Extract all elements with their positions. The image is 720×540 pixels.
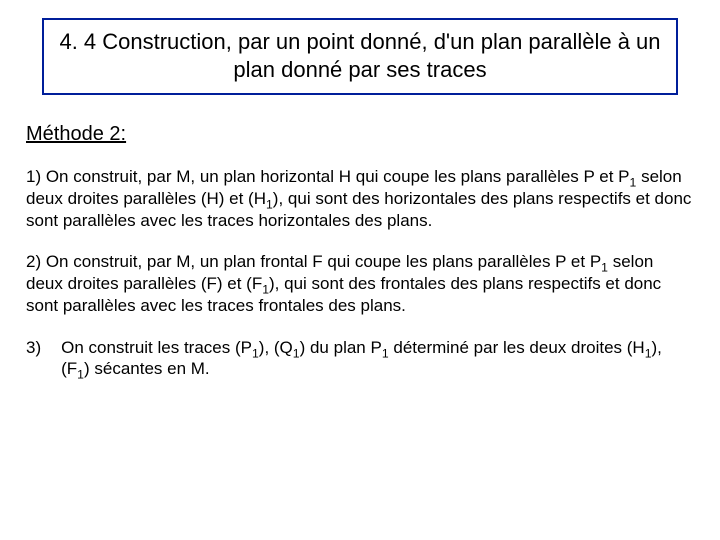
body-text: 1) On construit, par M, un plan horizont… (26, 166, 694, 380)
paragraph-1: 1) On construit, par M, un plan horizont… (26, 166, 694, 231)
p3-number: 3) (26, 337, 61, 381)
slide: 4. 4 Construction, par un point donné, d… (0, 0, 720, 540)
paragraph-3: 3) On construit les traces (P1), (Q1) du… (26, 337, 694, 381)
p3-part-f: ) sécantes en M. (84, 359, 210, 378)
p3-sub-5: 1 (77, 368, 84, 382)
p3-sub-2: 1 (293, 346, 300, 360)
p1-sub-2: 1 (266, 197, 273, 211)
p3-sub-3: 1 (382, 346, 389, 360)
p3-part-c: ) du plan P (300, 338, 382, 357)
p3-part-d: déterminé par les deux droites (H (389, 338, 645, 357)
p2-sub-1: 1 (601, 261, 608, 275)
p3-text: On construit les traces (P1), (Q1) du pl… (61, 337, 694, 381)
method-subheading: Méthode 2: (26, 123, 700, 146)
p2-part-a: 2) On construit, par M, un plan frontal … (26, 252, 601, 271)
title-box: 4. 4 Construction, par un point donné, d… (42, 18, 678, 95)
p3-sub-1: 1 (252, 346, 259, 360)
p3-part-b: ), (Q (259, 338, 293, 357)
p3-part-a: On construit les traces (P (61, 338, 252, 357)
p3-sub-4: 1 (645, 346, 652, 360)
paragraph-2: 2) On construit, par M, un plan frontal … (26, 251, 694, 316)
p2-sub-2: 1 (262, 282, 269, 296)
title-text: 4. 4 Construction, par un point donné, d… (56, 28, 664, 83)
p1-part-a: 1) On construit, par M, un plan horizont… (26, 167, 630, 186)
